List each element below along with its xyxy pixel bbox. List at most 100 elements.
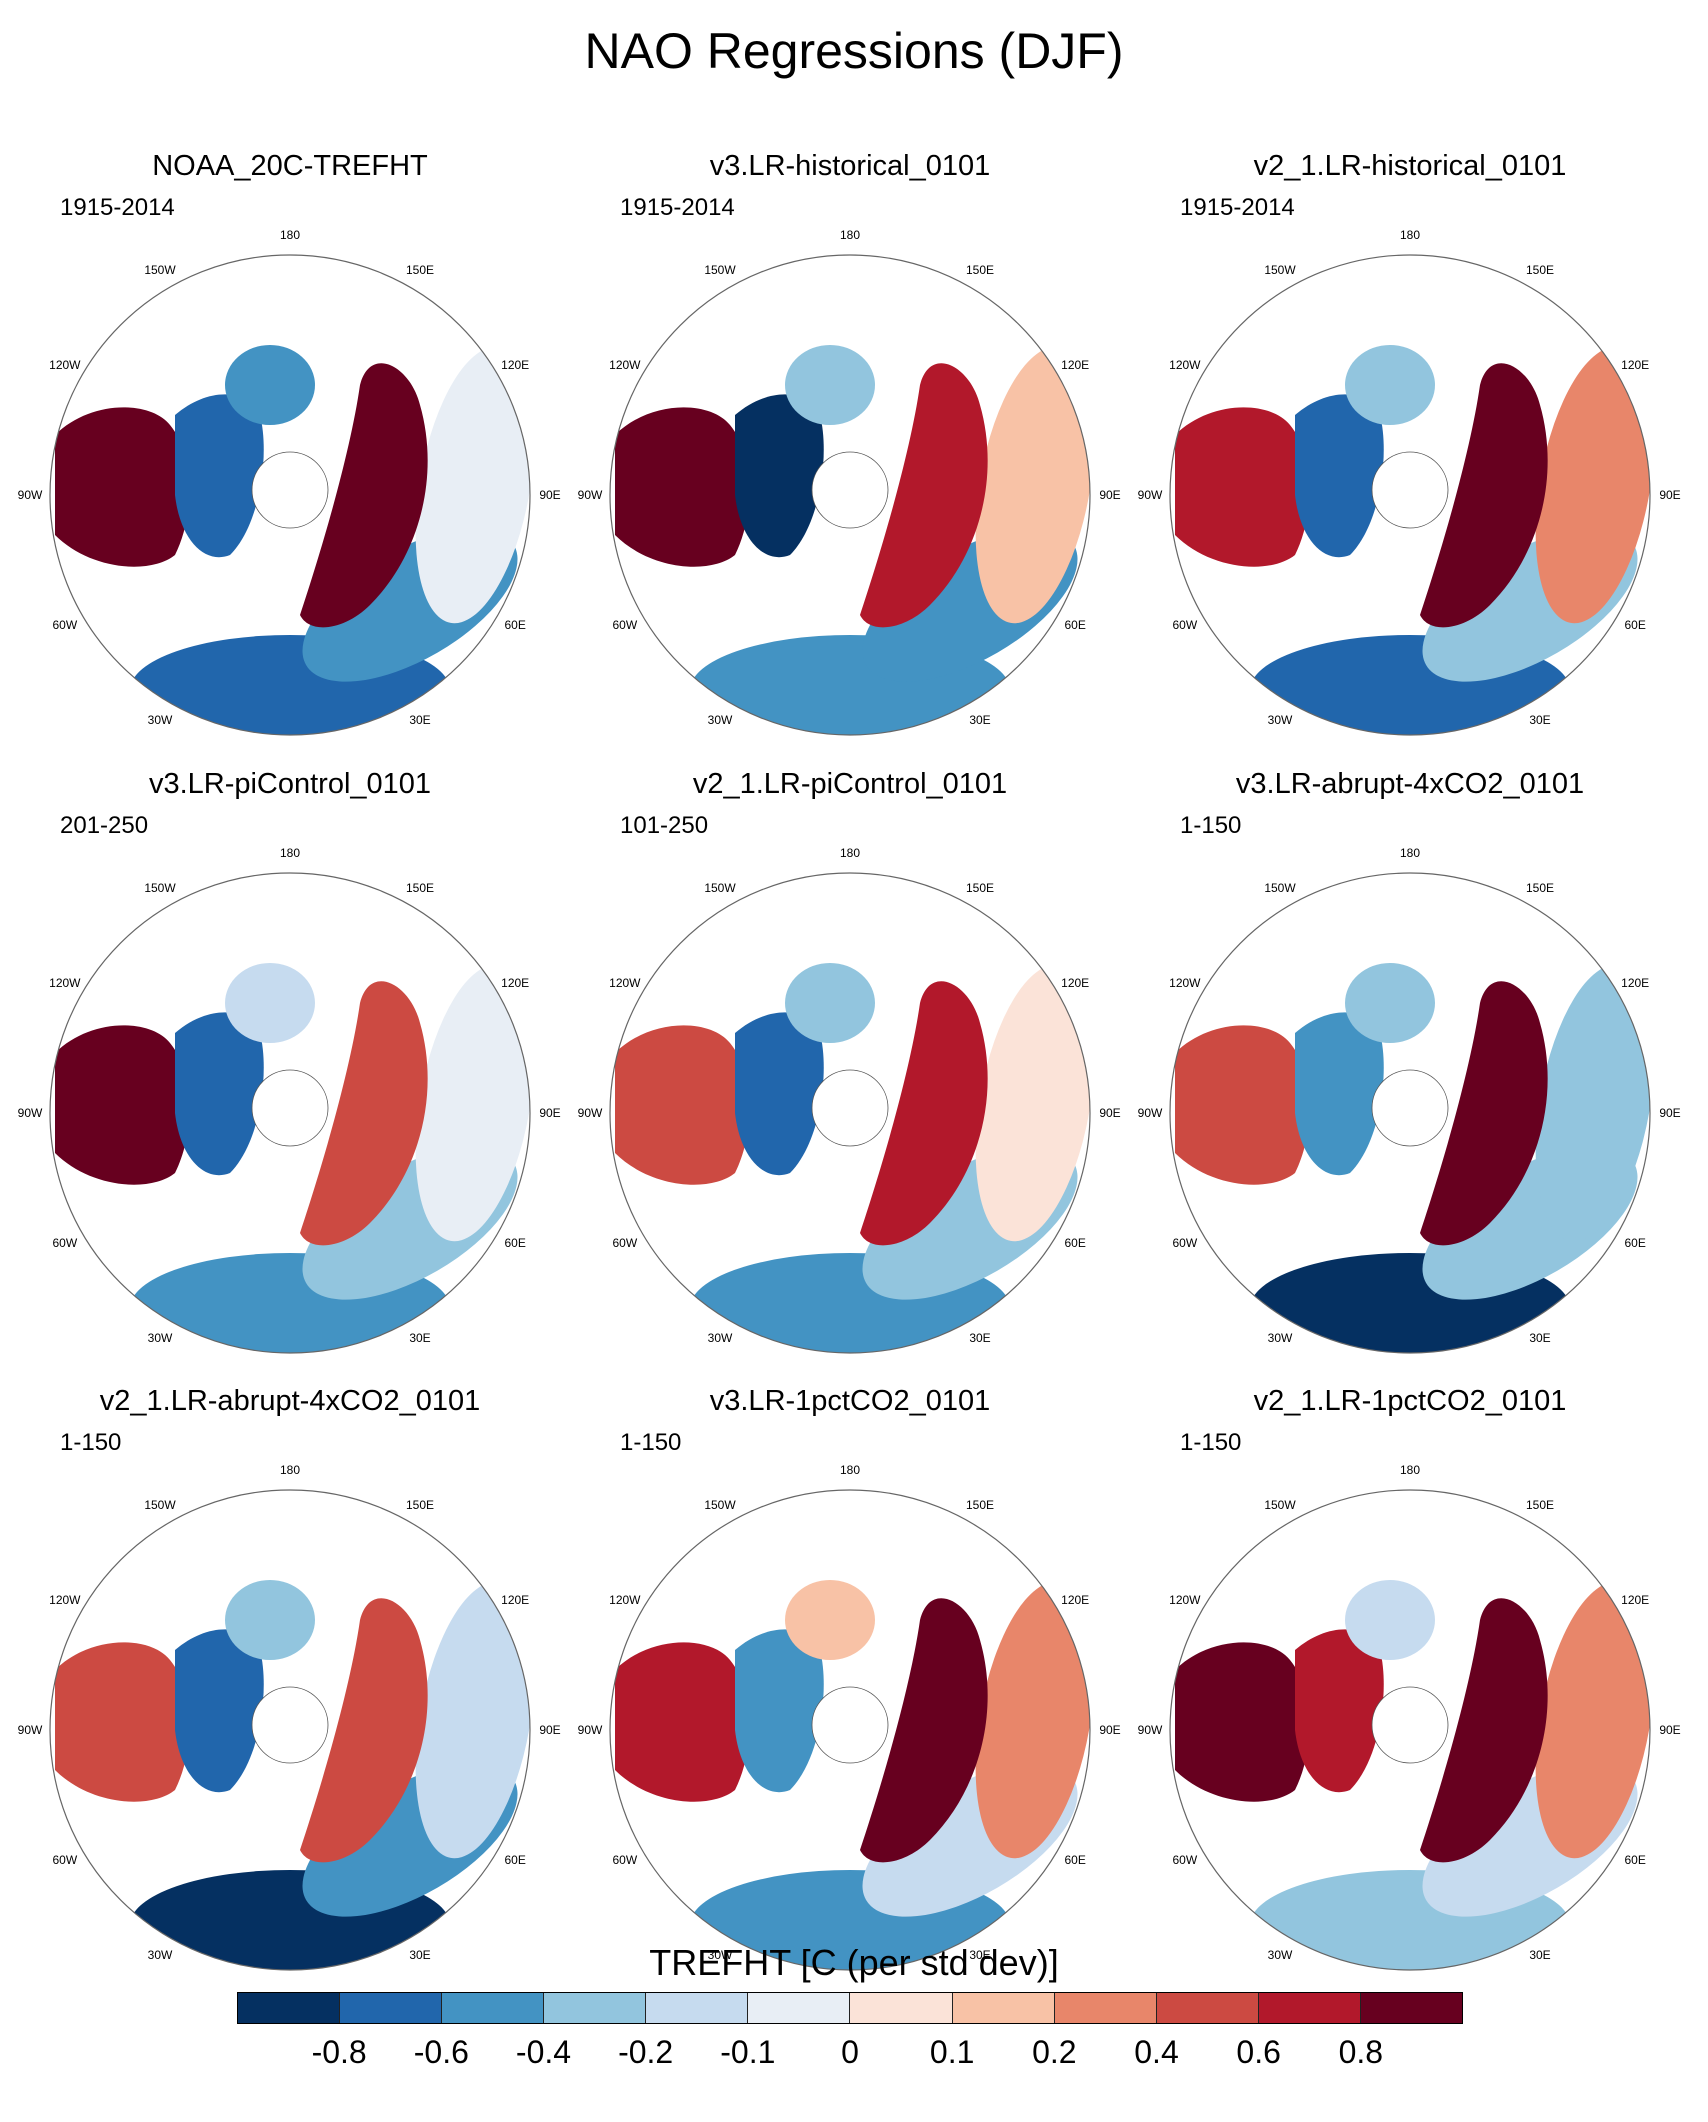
longitude-label: 0: [847, 748, 854, 750]
longitude-label: 180: [1400, 846, 1420, 860]
panel-title: v3.LR-piControl_0101: [148, 768, 432, 800]
longitude-label: 30W: [708, 713, 733, 727]
longitude-label: 30W: [1268, 1948, 1293, 1962]
colorbar-tick-label: -0.8: [311, 2034, 367, 2070]
longitude-label: 60W: [52, 1236, 77, 1250]
longitude-label: 90W: [1138, 1106, 1163, 1120]
map-panel: NOAA_20C-TREFHT 1915-2014 180 150E 120E 90E 60…: [10, 150, 570, 750]
longitude-label: 60W: [52, 1853, 77, 1867]
panel-period: 1915-2014: [1180, 194, 1295, 221]
eurasia-region: [300, 363, 428, 628]
longitude-label: 120W: [609, 1593, 641, 1607]
panel-title: v3.LR-1pctCO2_0101: [709, 1385, 991, 1417]
map-panel: v2_1.LR-historical_0101 1915-2014 180 150E 1…: [1130, 150, 1690, 750]
colorbar: [237, 1992, 1463, 2024]
longitude-label: 90E: [1659, 1723, 1680, 1737]
longitude-label: 60W: [612, 1236, 637, 1250]
longitude-label: 150E: [1526, 1498, 1554, 1512]
arctic-ocean: [811, 451, 889, 529]
colorbar-box: [1054, 1993, 1157, 2023]
longitude-label: 180: [280, 846, 300, 860]
longitude-label: 0: [287, 748, 294, 750]
north-america-region: [1175, 1025, 1310, 1185]
map-boundary: [49, 254, 531, 736]
longitude-label: 90W: [578, 1723, 603, 1737]
longitude-label: 90W: [578, 1106, 603, 1120]
longitude-label: 60W: [1172, 1853, 1197, 1867]
longitude-label: 60E: [1064, 1853, 1085, 1867]
longitude-label: 30E: [969, 1948, 990, 1962]
pacific-arctic-region: [785, 345, 875, 425]
canada-region: [1295, 1629, 1384, 1793]
pacific-arctic-region: [225, 1580, 315, 1660]
panel-title: NOAA_20C-TREFHT: [152, 150, 428, 182]
longitude-label: 30E: [1529, 1948, 1550, 1962]
map-panel: v3.LR-1pctCO2_0101 1-150 180 150E 120E 90E 60E…: [570, 1385, 1130, 1985]
north-america-region: [615, 407, 750, 567]
longitude-label: 90E: [1099, 1723, 1120, 1737]
colorbar-box: [1258, 1993, 1361, 2023]
longitude-label: 120W: [1169, 1593, 1201, 1607]
longitude-label: 120W: [49, 976, 81, 990]
longitude-label: 0: [847, 1366, 854, 1368]
longitude-label: 120E: [1061, 976, 1089, 990]
colorbar-box: [442, 1993, 545, 2023]
panel-period: 1915-2014: [60, 194, 175, 221]
map-panel: v2_1.LR-1pctCO2_0101 1-150 180 150E 120E 90E 6…: [1130, 1385, 1690, 1985]
longitude-label: 120E: [1621, 358, 1649, 372]
longitude-label: 120W: [49, 1593, 81, 1607]
longitude-label: 30E: [1529, 713, 1550, 727]
longitude-label: 150E: [966, 263, 994, 277]
canada-region: [1295, 394, 1384, 558]
eurasia-region: [300, 981, 428, 1246]
longitude-label: 0: [1407, 1366, 1414, 1368]
longitude-label: 30E: [409, 1948, 430, 1962]
north-america-region: [55, 1642, 190, 1802]
longitude-label: 30W: [148, 1948, 173, 1962]
colorbar-tick-label: -0.6: [413, 2034, 469, 2070]
longitude-label: 150W: [144, 881, 176, 895]
panel-title: v2_1.LR-abrupt-4xCO2_0101: [99, 1385, 481, 1417]
panel-title: v3.LR-abrupt-4xCO2_0101: [1235, 768, 1585, 800]
longitude-label: 90E: [1099, 488, 1120, 502]
polar-map: 180 150E 120E 90E 60E 30E 0 30W 60W 90W 120W 150W: [18, 228, 561, 750]
longitude-label: 180: [840, 228, 860, 242]
longitude-label: 60E: [1064, 618, 1085, 632]
polar-map: 180 150E 120E 90E 60E 30E 0 30W 60W 90W 120W 150W: [18, 1463, 561, 1985]
east-asia-region: [1535, 964, 1650, 1242]
longitude-label: 120E: [1061, 358, 1089, 372]
eurasia-region: [860, 981, 988, 1246]
longitude-label: 60E: [504, 1853, 525, 1867]
colorbar-tick-label: 0.1: [929, 2034, 975, 2070]
longitude-label: 90E: [539, 488, 560, 502]
map-panel: v3.LR-piControl_0101 201-250 180 150E 120E 90…: [10, 768, 570, 1368]
longitude-label: 90W: [18, 1106, 43, 1120]
arctic-ocean: [1371, 451, 1449, 529]
east-asia-region: [975, 346, 1090, 624]
longitude-label: 60W: [1172, 618, 1197, 632]
polar-map: 180 150E 120E 90E 60E 30E 0 30W 60W 90W 120W 150W: [578, 1463, 1121, 1985]
longitude-label: 90E: [539, 1723, 560, 1737]
longitude-label: 150W: [1264, 263, 1296, 277]
longitude-label: 180: [1400, 228, 1420, 242]
longitude-label: 120E: [501, 976, 529, 990]
longitude-label: 150E: [1526, 881, 1554, 895]
longitude-label: 0: [287, 1366, 294, 1368]
longitude-label: 120W: [49, 358, 81, 372]
arctic-ocean: [1371, 1686, 1449, 1764]
longitude-label: 150W: [144, 1498, 176, 1512]
eurasia-region: [1420, 1598, 1548, 1863]
longitude-label: 90E: [1099, 1106, 1120, 1120]
longitude-label: 30E: [969, 713, 990, 727]
longitude-label: 150W: [144, 263, 176, 277]
panel-period: 1915-2014: [620, 194, 735, 221]
longitude-label: 60W: [1172, 1236, 1197, 1250]
longitude-label: 0: [1407, 748, 1414, 750]
colorbar-box: [1156, 1993, 1259, 2023]
longitude-label: 180: [280, 1463, 300, 1477]
map-panel: v2_1.LR-abrupt-4xCO2_0101 1-150 180 150E 120…: [10, 1385, 570, 1985]
longitude-label: 120E: [1621, 976, 1649, 990]
longitude-label: 90W: [18, 488, 43, 502]
colorbar-box: [544, 1993, 647, 2023]
canada-region: [735, 1012, 824, 1176]
